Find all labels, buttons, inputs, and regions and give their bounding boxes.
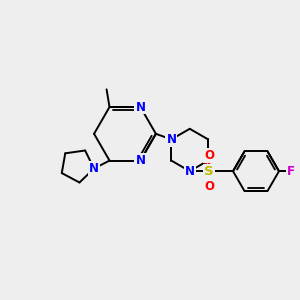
Text: O: O — [204, 180, 214, 193]
Text: N: N — [135, 154, 146, 167]
Text: N: N — [135, 100, 146, 113]
Text: N: N — [167, 133, 176, 146]
Text: N: N — [185, 165, 195, 178]
Text: N: N — [89, 162, 99, 175]
Text: O: O — [204, 149, 214, 162]
Text: S: S — [204, 165, 214, 178]
Text: F: F — [287, 165, 295, 178]
